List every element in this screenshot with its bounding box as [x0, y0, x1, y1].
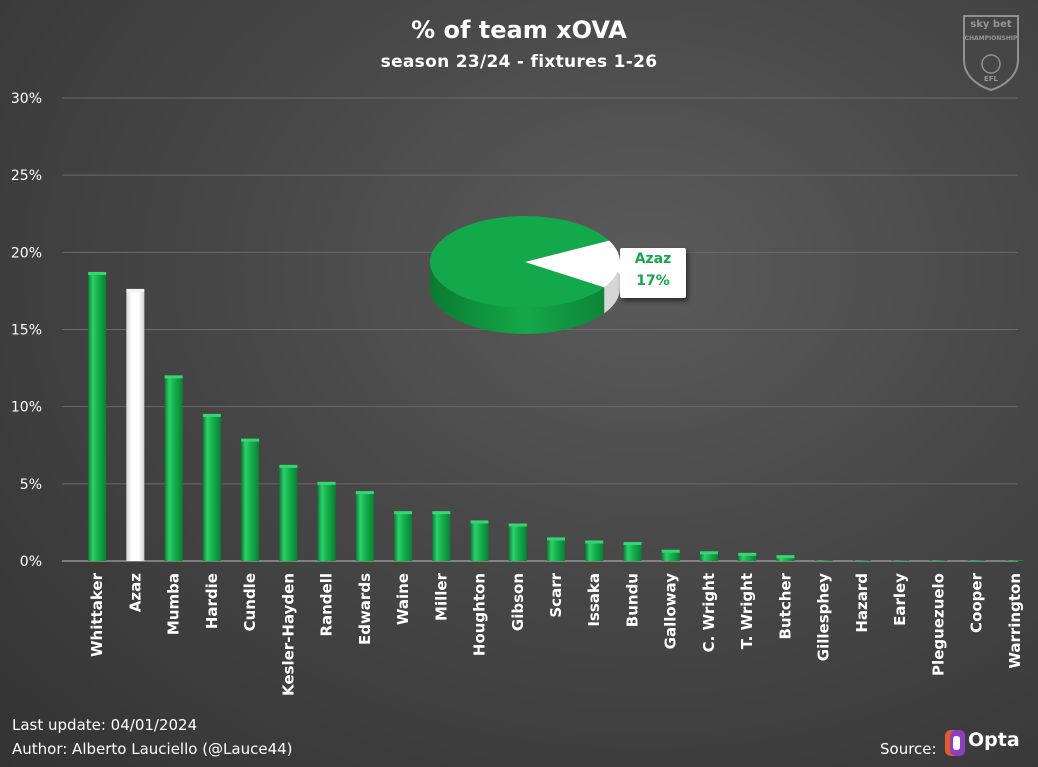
chart-subtitle: season 23/24 - fixtures 1-26 [380, 52, 658, 72]
bar-cap [202, 413, 221, 417]
shield-icon [963, 15, 1019, 92]
opta-logo: Opta [944, 727, 1028, 759]
bar-cap [508, 523, 527, 527]
bar-azaz [126, 290, 145, 561]
bar-cap [394, 511, 413, 515]
bar-houghton [470, 522, 489, 561]
x-tick-label: Warrington [1006, 573, 1024, 669]
bar-c-wright [699, 553, 718, 561]
bar-pleguezuelo [929, 560, 948, 561]
y-tick-label: 20% [11, 245, 42, 261]
bar-cap [355, 491, 374, 495]
author-credit: Author: Alberto Lauciello (@Lauce44) [12, 740, 293, 758]
x-tick-label: Issaka [585, 573, 603, 627]
pie-chart [430, 215, 620, 334]
x-tick-label: Gillesphey [815, 573, 833, 661]
x-tick-label: Gibson [509, 573, 527, 631]
bar-cap [241, 438, 260, 442]
bar-randell [317, 483, 336, 561]
y-tick-label: 5% [20, 477, 42, 493]
bar-cap [585, 540, 604, 544]
bar-cap [164, 375, 183, 379]
x-tick-label: Houghton [471, 573, 489, 656]
x-tick-label: Randell [318, 573, 336, 637]
source-label: Source: [880, 740, 937, 758]
pie-side-azaz [604, 262, 620, 314]
championship-logo: sky bet CHAMPIONSHIP EFL [960, 14, 1022, 92]
y-tick-label: 0% [20, 554, 42, 570]
bar-whittaker [88, 273, 107, 561]
bar-bundu [623, 544, 642, 561]
pie-side [430, 262, 620, 334]
logo-line-2: CHAMPIONSHIP [964, 35, 1018, 42]
bar-cap [432, 511, 451, 515]
pie-data-label: Azaz 17% [611, 248, 686, 298]
bar-t-wright [738, 554, 757, 561]
x-tick-label: Butcher [776, 572, 794, 639]
bar-cap [279, 464, 298, 468]
bar-galloway [661, 551, 680, 561]
bar-cap [317, 481, 336, 485]
bar-cap [623, 542, 642, 546]
x-tick-label: Cooper [968, 572, 986, 633]
y-tick-label: 25% [11, 168, 42, 184]
bar-cap [661, 549, 680, 553]
bar-hardie [202, 415, 221, 561]
bar-hazard [852, 560, 871, 561]
bar-cap [776, 555, 795, 559]
y-tick-label: 30% [11, 91, 42, 107]
bar-earley [891, 560, 910, 561]
x-tick-label: Scarr [547, 572, 565, 617]
x-tick-label: Galloway [662, 573, 680, 650]
bar-cap [126, 288, 145, 292]
y-tick-label: 10% [11, 400, 42, 416]
x-tick-label: Edwards [356, 573, 374, 645]
bar-miller [432, 513, 451, 561]
y-tick-label: 15% [11, 323, 42, 339]
bar-gillesphey [814, 560, 833, 561]
bar-cap [88, 271, 107, 275]
logo-line-3: EFL [983, 75, 999, 83]
bar-cap [470, 520, 489, 524]
x-tick-label: Hardie [203, 573, 221, 629]
x-tick-label: Azaz [126, 573, 144, 612]
bar-issaka [585, 542, 604, 561]
pie-data-label-name: Azaz [634, 251, 672, 267]
opta-logo-text: Opta [968, 729, 1020, 751]
x-tick-label: Miller [432, 572, 450, 621]
opta-icon [945, 730, 965, 756]
x-tick-label: Hazard [853, 573, 871, 633]
bar-kesler-hayden [279, 466, 298, 561]
bar-edwards [355, 493, 374, 561]
bar-cap [547, 537, 565, 541]
x-tick-label: Waine [394, 573, 412, 625]
bar-scarr [547, 539, 565, 561]
bar-cooper [967, 560, 986, 561]
chart-title: % of team xOVA [411, 16, 627, 44]
bar-mumba [164, 377, 183, 561]
x-tick-label: Earley [891, 573, 909, 626]
x-tick-label: Pleguezuelo [929, 573, 947, 676]
x-tick-label: T. Wright [738, 573, 756, 649]
pie-slice-rest [430, 215, 610, 308]
x-tick-label: Bundu [623, 573, 641, 627]
logo-line-1: sky bet [970, 19, 1012, 30]
x-tick-label: Mumba [165, 573, 183, 635]
bar-cap [699, 551, 718, 555]
bar-waine [394, 513, 413, 561]
bar-butcher [776, 557, 795, 561]
x-tick-label: Kesler-Hayden [279, 573, 297, 696]
bar-gibson [508, 525, 527, 561]
pie-slice-azaz [525, 240, 620, 288]
pie-data-label-value: 17% [636, 273, 670, 289]
bar-cap [738, 552, 757, 556]
x-tick-label: Cundle [241, 573, 259, 631]
x-tick-label: C. Wright [700, 573, 718, 652]
bar-cundle [241, 440, 260, 561]
bar-warrington [1005, 560, 1024, 561]
last-update: Last update: 04/01/2024 [12, 716, 198, 734]
x-tick-label: Whittaker [88, 572, 106, 657]
